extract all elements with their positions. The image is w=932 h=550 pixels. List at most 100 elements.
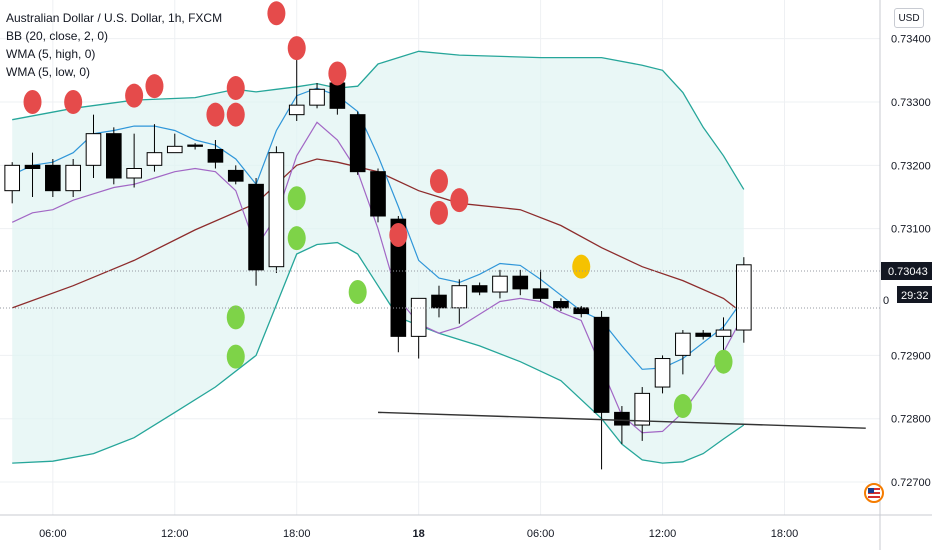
candle-body bbox=[370, 171, 386, 217]
signal-dot-red bbox=[429, 200, 448, 225]
us-flag-icon[interactable] bbox=[864, 483, 884, 503]
candle-body bbox=[573, 307, 590, 315]
price-tick-label: 0.73100 bbox=[891, 224, 931, 236]
candle bbox=[390, 216, 407, 353]
candle bbox=[410, 297, 427, 359]
last-price-label: 0.73043 bbox=[888, 266, 928, 278]
signal-dot-red bbox=[450, 188, 469, 213]
candle bbox=[227, 165, 244, 185]
candle bbox=[431, 285, 447, 318]
candle bbox=[736, 257, 752, 343]
candle-body bbox=[553, 301, 569, 309]
candle bbox=[593, 311, 610, 470]
candle bbox=[146, 124, 163, 172]
countdown-tag bbox=[897, 286, 932, 303]
candle bbox=[85, 114, 102, 179]
candle bbox=[370, 168, 386, 223]
candle-body bbox=[451, 285, 468, 309]
bb-lower-line bbox=[12, 241, 745, 464]
trendline[interactable] bbox=[377, 411, 866, 429]
time-tick-label: 18:00 bbox=[771, 528, 799, 540]
time-tick-label: 12:00 bbox=[649, 528, 677, 540]
price-tick-label: 0.73400 bbox=[891, 34, 931, 46]
signal-dot-green bbox=[226, 305, 245, 330]
candle-body bbox=[105, 133, 122, 179]
candle-body bbox=[85, 133, 102, 166]
candle bbox=[349, 111, 366, 175]
candle-body bbox=[268, 152, 285, 268]
candle-body bbox=[309, 88, 325, 106]
signal-dot-green bbox=[226, 344, 245, 369]
candle bbox=[309, 82, 325, 109]
candle-body bbox=[390, 218, 407, 337]
candle-body bbox=[227, 169, 244, 182]
price-axis[interactable]: 0.73400 0.73300 0.73200 0.73100 0.72900 0.728… bbox=[879, 0, 931, 550]
currency-button[interactable]: USD bbox=[894, 8, 924, 28]
candle bbox=[248, 178, 264, 286]
time-tick-label: 12:00 bbox=[161, 528, 189, 540]
trendline-segment[interactable] bbox=[377, 411, 866, 429]
bb-basis-line bbox=[11, 158, 745, 315]
signal-dot-red bbox=[226, 76, 245, 101]
candle-body bbox=[736, 264, 752, 331]
candle bbox=[695, 330, 712, 340]
signal-dot-red bbox=[23, 89, 42, 114]
time-tick-label: 18:00 bbox=[283, 528, 311, 540]
candle-body bbox=[593, 316, 610, 413]
price-tick-label: 0.73300 bbox=[891, 97, 931, 109]
time-axis[interactable]: 06:00 12:00 18:00 18 06:00 12:00 18:00 bbox=[0, 514, 932, 540]
signal-dot-red bbox=[64, 89, 83, 114]
legend-wma-low[interactable]: WMA (5, low, 0) bbox=[6, 65, 91, 79]
candle-body bbox=[349, 114, 366, 173]
price-tick-label: 0.72700 bbox=[891, 477, 931, 489]
signal-dot-red bbox=[267, 1, 286, 26]
candle-body bbox=[248, 183, 264, 271]
candlesticks bbox=[4, 54, 752, 470]
candle bbox=[187, 143, 203, 150]
signal-dot-green bbox=[714, 349, 733, 374]
candle bbox=[614, 406, 630, 445]
candle bbox=[492, 269, 508, 299]
candle-body bbox=[410, 297, 427, 337]
price-tags: 0.73043 0 29:32 bbox=[0, 262, 932, 309]
signal-dot-green bbox=[287, 186, 306, 211]
candle-body bbox=[166, 145, 183, 154]
candle bbox=[207, 139, 224, 169]
candle-body bbox=[614, 411, 630, 426]
countdown-label: 29:32 bbox=[901, 290, 929, 302]
candle bbox=[634, 387, 651, 441]
wma-high-line bbox=[11, 87, 745, 370]
price-tick-label: 0.73200 bbox=[891, 160, 931, 172]
candle-body bbox=[45, 164, 61, 192]
candle bbox=[288, 54, 305, 121]
signal-dot-red bbox=[125, 83, 144, 108]
signal-dot-red bbox=[389, 223, 408, 248]
candle bbox=[65, 158, 81, 198]
candle-body bbox=[329, 82, 346, 109]
legend-bb[interactable]: BB (20, close, 2, 0) bbox=[6, 29, 109, 43]
candle bbox=[105, 127, 122, 185]
signal-dot-red bbox=[328, 61, 347, 86]
candle-body bbox=[512, 275, 529, 290]
candle-body bbox=[654, 358, 671, 388]
candle bbox=[654, 355, 671, 394]
last-price-tag bbox=[881, 262, 932, 280]
candle bbox=[4, 162, 21, 204]
chart-legend: Australian Dollar / U.S. Dollar, 1h, FXC… bbox=[6, 9, 222, 81]
candle-body bbox=[207, 148, 224, 163]
legend-wma-high[interactable]: WMA (5, high, 0) bbox=[6, 47, 96, 61]
candle-body bbox=[4, 164, 21, 192]
candle bbox=[573, 305, 590, 318]
candle-body bbox=[715, 329, 732, 337]
candle-body bbox=[288, 104, 305, 116]
candle bbox=[126, 133, 142, 188]
bb-upper-line bbox=[12, 50, 745, 190]
price-tick-label: 0.72900 bbox=[891, 350, 931, 362]
signal-dot-green bbox=[348, 280, 367, 305]
legend-symbol[interactable]: Australian Dollar / U.S. Dollar, 1h, FXC… bbox=[6, 11, 223, 25]
candle bbox=[532, 269, 549, 302]
bollinger-band-fill bbox=[12, 51, 744, 464]
signal-dot-red bbox=[206, 102, 225, 127]
candle-body bbox=[695, 332, 712, 337]
